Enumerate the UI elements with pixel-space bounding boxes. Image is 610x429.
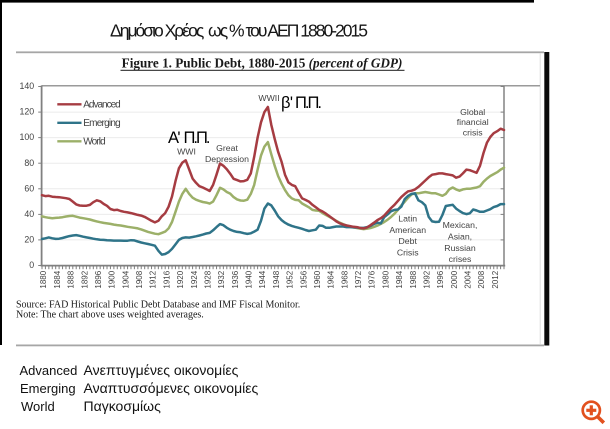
svg-text:Great: Great [216,143,238,153]
svg-text:1960: 1960 [313,270,322,288]
svg-text:β': β' [281,94,293,112]
svg-text:Note: The chart above uses wei: Note: The chart above uses weighted aver… [16,310,204,321]
svg-text:1976: 1976 [368,270,377,288]
svg-text:1984: 1984 [395,270,404,288]
svg-text:1880: 1880 [39,270,48,288]
svg-text:1896: 1896 [94,270,103,288]
svg-text:2008: 2008 [477,270,486,288]
svg-text:Π.Π.: Π.Π. [295,94,322,112]
svg-text:World: World [21,399,55,414]
svg-text:40: 40 [24,209,34,219]
svg-text:1928: 1928 [204,270,213,288]
svg-text:1996: 1996 [436,270,445,288]
svg-text:Latin: Latin [398,214,417,224]
svg-text:80: 80 [24,158,34,168]
svg-text:Russian: Russian [444,243,476,253]
svg-text:1912: 1912 [149,270,158,288]
svg-text:1944: 1944 [258,270,267,288]
svg-text:crisis: crisis [463,128,483,138]
svg-text:1992: 1992 [423,270,432,288]
svg-text:Global: Global [460,107,485,117]
svg-text:Emerging: Emerging [20,381,76,396]
svg-text:1904: 1904 [121,270,130,288]
svg-text:60: 60 [24,183,34,193]
svg-text:Advanced: Advanced [83,100,121,111]
svg-text:1924: 1924 [190,270,199,288]
svg-text:Advanced: Advanced [20,363,78,378]
svg-text:20: 20 [24,235,34,245]
svg-text:1972: 1972 [354,270,363,288]
svg-text:American: American [389,225,426,235]
svg-text:1988: 1988 [409,270,418,288]
svg-text:1908: 1908 [135,270,144,288]
svg-text:Source: FAD Historical Public: Source: FAD Historical Public Debt Datab… [16,300,300,311]
svg-text:1888: 1888 [67,270,76,288]
svg-text:Mexican,: Mexican, [443,220,478,230]
svg-text:Debt: Debt [399,236,418,246]
svg-text:Asian,: Asian, [448,231,472,241]
svg-text:1980: 1980 [381,270,390,288]
svg-text:1964: 1964 [327,270,336,288]
svg-text:1884: 1884 [53,270,62,288]
svg-text:Α': Α' [168,129,181,147]
svg-text:2000: 2000 [450,270,459,288]
svg-text:1952: 1952 [286,270,295,288]
svg-text:1932: 1932 [217,270,226,288]
svg-text:Π.Π.: Π.Π. [184,129,211,147]
svg-text:1900: 1900 [108,270,117,288]
svg-text:crises: crises [449,254,472,264]
svg-text:Αναπτυσσόμενες οικονομίες: Αναπτυσσόμενες οικονομίες [84,380,259,396]
svg-text:Emerging: Emerging [83,118,121,129]
svg-text:WWI: WWI [177,147,196,157]
svg-text:2012: 2012 [491,270,500,288]
svg-text:Δημόσιο Χρέος ως % του ΑΕΠ 18: Δημόσιο Χρέος ως % του ΑΕΠ 1880-2015 [110,20,368,40]
svg-text:Figure 1. Public Debt, 1880-20: Figure 1. Public Debt, 1880-2015 (percen… [122,56,403,71]
svg-text:1892: 1892 [80,270,89,288]
svg-text:1920: 1920 [176,270,185,288]
svg-text:WWII: WWII [258,93,279,103]
svg-text:1956: 1956 [299,270,308,288]
svg-text:Ανεπτυγμένες οικονομίες: Ανεπτυγμένες οικονομίες [84,362,239,378]
svg-text:140: 140 [20,81,35,91]
svg-text:1948: 1948 [272,270,281,288]
svg-text:1916: 1916 [162,270,171,288]
svg-text:120: 120 [20,107,35,117]
svg-text:Depression: Depression [205,154,249,164]
svg-text:1940: 1940 [245,270,254,288]
svg-text:financial: financial [457,117,489,127]
svg-text:2004: 2004 [464,270,473,288]
svg-text:1968: 1968 [340,270,349,288]
svg-text:Crisis: Crisis [397,247,419,257]
svg-text:0: 0 [29,260,34,270]
svg-text:100: 100 [20,132,35,142]
svg-text:Παγκοσμίως: Παγκοσμίως [84,398,162,414]
svg-text:1936: 1936 [231,270,240,288]
svg-text:World: World [83,137,106,148]
